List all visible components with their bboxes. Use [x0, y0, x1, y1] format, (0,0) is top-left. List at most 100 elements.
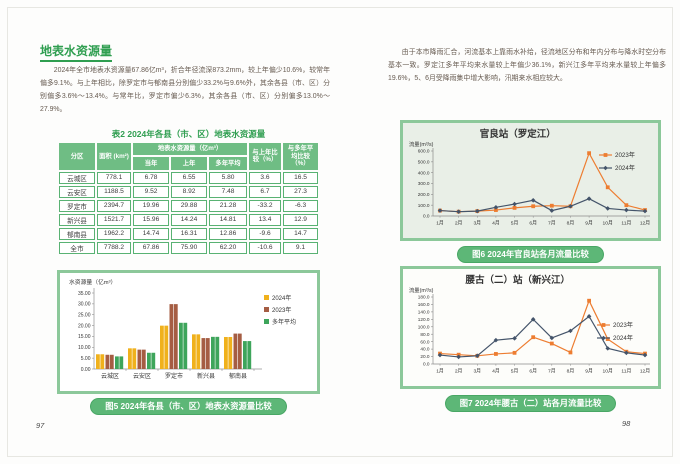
rivers-paragraph: 由于本市降雨汇合，河流基本上靠雨水补给，径流地区分布和年内分布与降水时空分布基本…	[388, 49, 666, 82]
table-cell: 16.5	[283, 171, 319, 184]
svg-text:20.00: 20.00	[78, 323, 91, 329]
svg-text:罗定市: 罗定市	[165, 372, 183, 380]
table-cell: 7.48	[209, 185, 248, 198]
svg-text:新兴县: 新兴县	[197, 372, 215, 380]
svg-text:6月: 6月	[529, 221, 537, 227]
svg-text:80.0: 80.0	[420, 332, 430, 337]
svg-text:4月: 4月	[492, 221, 500, 227]
svg-text:9月: 9月	[585, 369, 593, 375]
page-number-left: 97	[36, 421, 45, 430]
svg-text:2024年: 2024年	[615, 164, 635, 172]
header-avg: 多年平均	[209, 157, 248, 170]
table-cell: 12.9	[283, 213, 319, 226]
svg-text:水资源量（亿m³）: 水资源量（亿m³）	[69, 278, 116, 286]
table-cell: 5.80	[209, 171, 248, 184]
svg-text:500.0: 500.0	[418, 159, 430, 164]
svg-text:0.0: 0.0	[423, 214, 430, 219]
svg-text:1月: 1月	[436, 221, 444, 227]
table-body: 云城区 778.1 6.78 6.55 5.80 3.6 16.5 云安区 1188.5 9.52…	[59, 171, 319, 254]
table-cell: 云安区	[59, 185, 95, 198]
svg-text:多年平均: 多年平均	[272, 318, 296, 326]
svg-text:160.0: 160.0	[418, 302, 430, 307]
svg-text:10.00: 10.00	[78, 345, 91, 351]
svg-text:15.00: 15.00	[78, 334, 91, 340]
svg-text:11月: 11月	[621, 369, 631, 375]
svg-text:25.00: 25.00	[78, 313, 91, 319]
svg-text:流量(m³/s): 流量(m³/s)	[409, 140, 434, 148]
water-resources-table: 分区 面积 (km²) 地表水资源量（亿m³） 与上年比较（%） 与多年平均比较…	[57, 141, 320, 256]
line-chart-yaogu-station: 腰古（二）站（新兴江） 流量(m³/s) 0.0 20.0 40.0 60.0 80.0 10…	[400, 266, 661, 389]
table-row: 郁南县 1962.2 14.74 16.31 12.86 -9.6 14.7	[59, 227, 319, 240]
svg-text:100.0: 100.0	[418, 203, 430, 208]
svg-text:2024年: 2024年	[272, 294, 291, 302]
svg-text:2月: 2月	[455, 369, 463, 375]
svg-text:400.0: 400.0	[418, 170, 430, 175]
table-cell: 14.24	[171, 213, 207, 226]
table-cell: 郁南县	[59, 227, 95, 240]
table-cell: 16.31	[171, 227, 207, 240]
page-number-right: 98	[622, 419, 631, 428]
svg-text:2024年: 2024年	[613, 334, 633, 342]
header-previous: 上年	[171, 157, 207, 170]
svg-text:官良站（罗定江）: 官良站（罗定江）	[480, 128, 556, 140]
table-cell: 6.7	[249, 185, 282, 198]
table-cell: 14.7	[283, 227, 319, 240]
table-cell: 778.1	[97, 171, 131, 184]
table-cell: 13.4	[249, 213, 282, 226]
table-cell: 6.55	[171, 171, 207, 184]
figure6-caption-row: 图6 2024年官良站各月流量比较	[390, 244, 671, 263]
table-cell: 1521.7	[97, 213, 131, 226]
svg-text:30.00: 30.00	[78, 302, 91, 308]
header-current: 当年	[133, 157, 169, 170]
svg-text:40.0: 40.0	[420, 347, 430, 352]
svg-text:云安区: 云安区	[133, 372, 151, 380]
figure6-caption: 图6 2024年官良站各月流量比较	[457, 246, 604, 263]
table-cell: 云城区	[59, 171, 95, 184]
header-region: 分区	[59, 143, 95, 170]
svg-text:10月: 10月	[603, 369, 613, 375]
table-title: 表2 2024年各县（市、区）地表水资源量	[111, 129, 266, 139]
svg-text:5月: 5月	[511, 369, 519, 375]
table-cell: -9.6	[249, 227, 282, 240]
svg-text:200.0: 200.0	[418, 192, 430, 197]
table-cell: 6.78	[133, 171, 169, 184]
svg-text:云城区: 云城区	[101, 373, 119, 380]
svg-text:0.0: 0.0	[423, 362, 430, 367]
line-chart-guanliang-station: 官良站（罗定江） 流量(m³/s) 0.0 100.0 200.0 300.0 400.0 5…	[400, 120, 661, 241]
table-cell: 7788.2	[97, 241, 131, 254]
header-vs-previous: 与上年比较（%）	[249, 143, 282, 170]
table-cell: 29.88	[171, 199, 207, 212]
table-cell: 67.86	[133, 241, 169, 254]
svg-text:35.00: 35.00	[78, 291, 91, 297]
table-row: 云安区 1188.5 9.52 8.92 7.48 6.7 27.3	[59, 185, 319, 198]
table-cell: 新兴县	[59, 213, 95, 226]
svg-text:7月: 7月	[548, 369, 556, 375]
table-cell: 75.90	[171, 241, 207, 254]
figure5-caption: 图5 2024年各县（市、区）地表水资源量比较	[90, 398, 287, 415]
table-row: 新兴县 1521.7 15.96 14.24 14.81 13.4 12.9	[59, 213, 319, 226]
svg-text:10月: 10月	[603, 221, 613, 227]
table-header: 分区 面积 (km²) 地表水资源量（亿m³） 与上年比较（%） 与多年平均比较…	[59, 143, 319, 170]
table-row: 全市 7788.2 67.86 75.90 62.20 -10.6 9.1	[59, 241, 319, 254]
table-cell: 9.1	[283, 241, 319, 254]
table-cell: 9.52	[133, 185, 169, 198]
svg-text:0.00: 0.00	[81, 367, 91, 373]
figure7-caption: 图7 2024年腰古（二）站各月流量比较	[444, 395, 617, 412]
header-group: 地表水资源量（亿m³）	[133, 143, 248, 156]
svg-text:2023年: 2023年	[615, 151, 635, 159]
figure5-caption-row: 图5 2024年各县（市、区）地表水资源量比较	[40, 396, 337, 415]
svg-text:腰古（二）站（新兴江）: 腰古（二）站（新兴江）	[464, 274, 570, 286]
table-cell: 罗定市	[59, 199, 95, 212]
svg-text:9月: 9月	[585, 221, 593, 227]
table-cell: 21.28	[209, 199, 248, 212]
intro-paragraph: 2024年全市地表水资源量67.86亿m³，折合年径流深873.2mm，较上年偏…	[40, 67, 330, 113]
svg-text:5月: 5月	[511, 221, 519, 227]
table-cell: 14.81	[209, 213, 248, 226]
table-cell: 15.96	[133, 213, 169, 226]
svg-text:180.0: 180.0	[418, 295, 430, 300]
header-area: 面积 (km²)	[97, 143, 131, 170]
table-cell: -6.3	[283, 199, 319, 212]
table-cell: 2394.7	[97, 199, 131, 212]
svg-text:120.0: 120.0	[418, 317, 430, 322]
